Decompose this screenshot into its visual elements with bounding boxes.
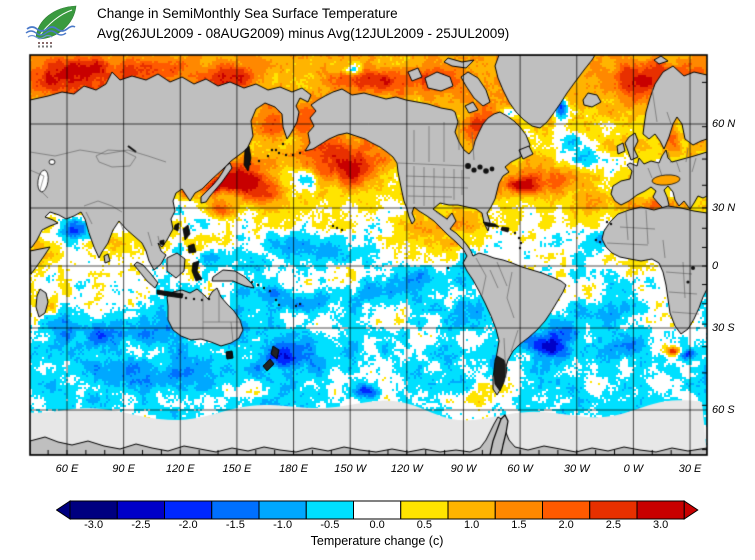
colorbar-right-arrow — [683, 500, 699, 520]
colorbar-segment — [542, 500, 591, 520]
colorbar-tick-label: 2.0 — [558, 519, 574, 531]
x-axis-label: 150 W — [334, 463, 367, 475]
x-axis-label: 30 E — [678, 463, 702, 475]
colorbar-segment — [400, 500, 449, 520]
colorbar-tick-label: 2.5 — [605, 519, 622, 531]
colorbar-tick-label: -2.5 — [131, 519, 151, 531]
colorbar-tick-label: -3.0 — [84, 519, 104, 531]
colorbar-tick-label: -1.0 — [273, 519, 293, 531]
y-axis-label: 0 — [712, 260, 719, 272]
colorbar-segment — [447, 500, 496, 520]
x-axis-label: 120 W — [390, 463, 423, 475]
x-axis-label: 30 W — [563, 463, 590, 475]
y-axis-label: 30 S — [712, 322, 735, 334]
x-axis-label: 120 E — [165, 463, 195, 475]
colorbar-segment — [636, 500, 685, 520]
colorbar-tick-label: 1.5 — [511, 519, 527, 531]
x-axis-label: 90 E — [112, 463, 135, 475]
colorbar-segment — [164, 500, 213, 520]
colorbar-segment — [494, 500, 543, 520]
colorbar-segment — [69, 500, 118, 520]
colorbar-caption: Temperature change (c) — [310, 534, 444, 548]
colorbar-tick-label: 1.0 — [463, 519, 480, 531]
x-axis-label: 90 W — [450, 463, 477, 475]
colorbar-segment — [258, 500, 307, 520]
colorbar-segment — [353, 500, 402, 520]
x-axis-label: 0 W — [623, 463, 644, 475]
colorbar-segment — [116, 500, 165, 520]
colorbar-tick-label: 0.5 — [416, 519, 433, 531]
colorbar-segment — [589, 500, 638, 520]
colorbar-left-arrow — [56, 500, 71, 520]
y-axis-label: 30 N — [712, 202, 736, 214]
colorbar-segment — [211, 500, 260, 520]
x-axis-label: 180 E — [279, 463, 308, 475]
x-axis-label: 150 E — [222, 463, 252, 475]
colorbar-tick-label: -0.5 — [320, 519, 340, 531]
colorbar-tick-label: 0.0 — [369, 519, 385, 531]
colorbar-tick-label: 3.0 — [652, 519, 669, 531]
colorbar-tick-label: -1.5 — [225, 519, 245, 531]
colorbar-tick-label: -2.0 — [178, 519, 198, 531]
colorbar-segment — [305, 500, 354, 520]
x-axis-label: 60 E — [55, 463, 79, 475]
y-axis-label: 60 S — [712, 404, 735, 416]
colorbar — [56, 500, 699, 520]
x-axis-label: 60 W — [507, 463, 533, 475]
y-axis-label: 60 N — [712, 118, 736, 130]
